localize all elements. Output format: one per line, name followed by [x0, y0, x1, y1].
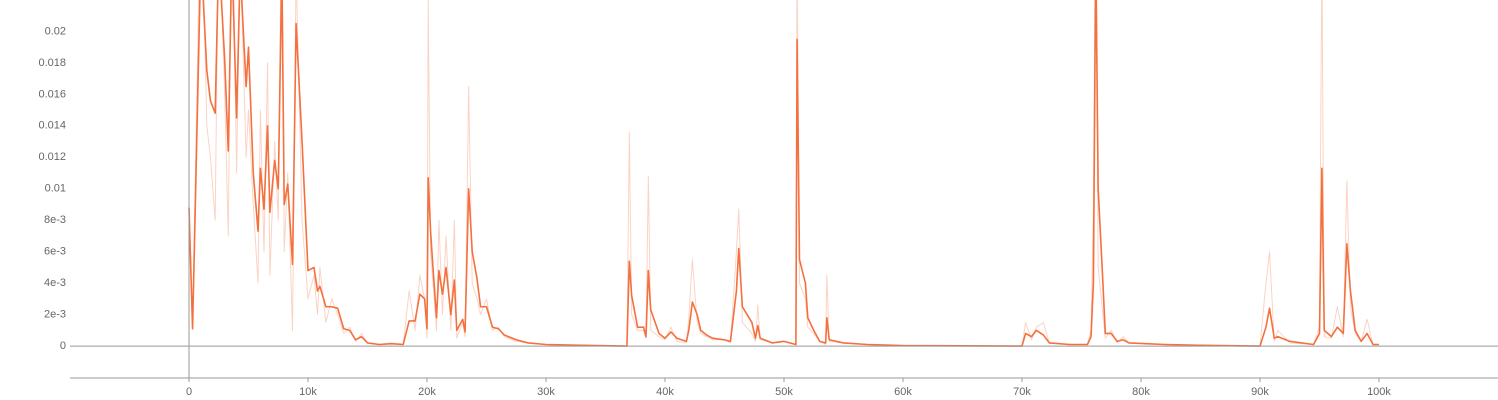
- x-tick-label: 50k: [775, 386, 793, 398]
- series-line: [188, 0, 1379, 347]
- y-tick-label: 0.016: [38, 88, 66, 100]
- y-tick-label: 0.018: [38, 57, 66, 69]
- x-tick-label: 40k: [656, 386, 674, 398]
- y-tick-label: 0.014: [38, 120, 66, 132]
- y-tick-label: 0: [60, 340, 66, 352]
- plot-area: [188, 0, 1379, 347]
- x-tick-label: 30k: [537, 386, 555, 398]
- y-tick-label: 6e-3: [44, 246, 66, 258]
- x-tick-label: 90k: [1251, 386, 1269, 398]
- y-tick-label: 0.01: [45, 183, 66, 195]
- x-tick-label: 100k: [1367, 386, 1391, 398]
- y-tick-label: 0.02: [45, 25, 66, 37]
- x-tick-label: 10k: [299, 386, 317, 398]
- x-tick-label: 60k: [894, 386, 912, 398]
- y-tick-label: 0.012: [38, 151, 66, 163]
- y-tick-label: 4e-3: [44, 277, 66, 289]
- x-tick-label: 70k: [1013, 386, 1031, 398]
- y-tick-label: 8e-3: [44, 214, 66, 226]
- y-tick-label: 2e-3: [44, 309, 66, 321]
- x-tick-label: 0: [186, 386, 192, 398]
- x-tick-label: 80k: [1132, 386, 1150, 398]
- series-line: [188, 0, 1379, 347]
- x-tick-label: 20k: [418, 386, 436, 398]
